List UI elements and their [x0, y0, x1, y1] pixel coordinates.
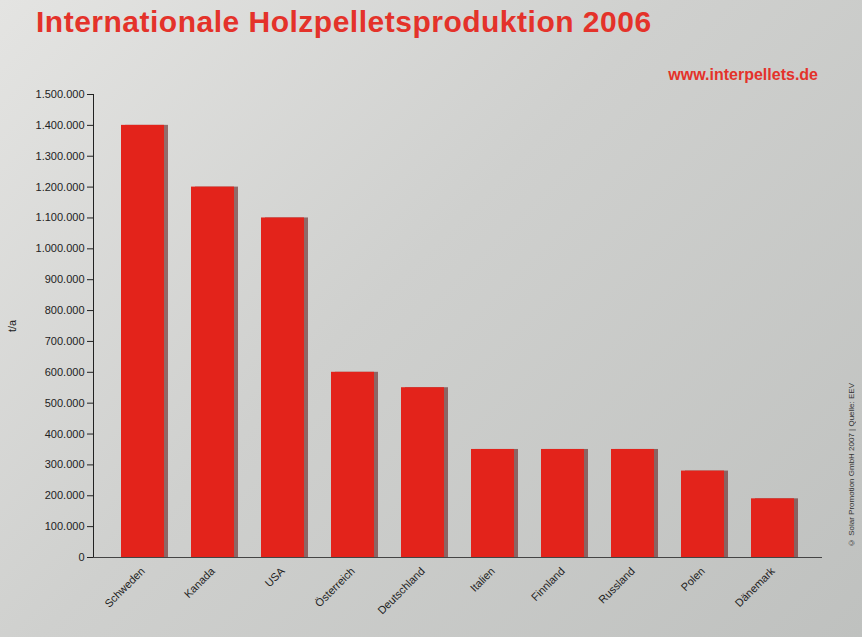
svg-text:Deutschland: Deutschland: [375, 565, 427, 617]
svg-text:600.000: 600.000: [45, 366, 85, 378]
svg-text:900.000: 900.000: [45, 273, 85, 285]
svg-text:1.200.000: 1.200.000: [36, 181, 85, 193]
html-text:www.interpellets.de: www.interpellets.de: [668, 66, 818, 83]
svg-text:Italien: Italien: [468, 565, 497, 594]
svg-text:Schweden: Schweden: [102, 565, 147, 610]
svg-text:USA: USA: [262, 564, 287, 589]
svg-text:Finnland: Finnland: [529, 565, 567, 603]
html-text:© Solar Promotion GmbH 2007 |: © Solar Promotion GmbH 2007 | Quelle: EE…: [847, 383, 856, 547]
svg-text:0: 0: [78, 551, 84, 563]
svg-text:300.000: 300.000: [45, 458, 85, 470]
svg-text:Dänemark: Dänemark: [733, 564, 778, 609]
html-text:Internationale Holzpelletsprod: Internationale Holzpelletsproduktion 200…: [36, 5, 652, 38]
svg-text:Polen: Polen: [679, 565, 707, 593]
svg-text:1.300.000: 1.300.000: [36, 150, 85, 162]
svg-text:1.100.000: 1.100.000: [36, 211, 85, 223]
svg-text:Kanada: Kanada: [182, 564, 218, 600]
svg-text:100.000: 100.000: [45, 520, 85, 532]
svg-text:1.400.000: 1.400.000: [36, 119, 85, 131]
svg-text:800.000: 800.000: [45, 304, 85, 316]
svg-text:200.000: 200.000: [45, 489, 85, 501]
svg-text:700.000: 700.000: [45, 335, 85, 347]
svg-text:400.000: 400.000: [45, 428, 85, 440]
svg-text:Österreich: Österreich: [313, 565, 357, 609]
svg-text:Russland: Russland: [596, 565, 637, 606]
svg-text:500.000: 500.000: [45, 397, 85, 409]
svg-text:1.500.000: 1.500.000: [36, 88, 85, 100]
svg-text:t/a: t/a: [6, 319, 18, 332]
svg-text:1.000.000: 1.000.000: [36, 242, 85, 254]
